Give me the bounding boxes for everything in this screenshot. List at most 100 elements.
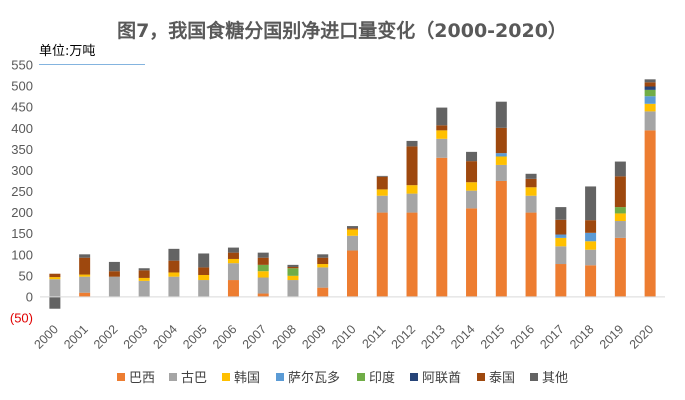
- bar-segment: [495, 153, 507, 157]
- bar-segment: [495, 156, 507, 165]
- bar-segment: [108, 261, 120, 272]
- bar-segment: [257, 277, 269, 294]
- bar-segment: [138, 268, 150, 271]
- bar-segment: [347, 235, 358, 251]
- x-tick-label: 2020: [627, 322, 657, 352]
- bar-segment: [614, 213, 626, 222]
- legend-swatch: [276, 373, 284, 381]
- legend-swatch: [357, 373, 365, 381]
- bar-segment: [436, 138, 448, 158]
- bars: [49, 79, 656, 309]
- bar-segment: [585, 241, 597, 250]
- bar-segment: [227, 252, 239, 259]
- bar-segment: [644, 96, 656, 104]
- y-tick-label: 0: [26, 289, 33, 304]
- legend-label: 其他: [542, 371, 568, 386]
- bar-segment: [257, 271, 269, 278]
- bar-segment: [287, 264, 299, 267]
- bar-segment: [436, 107, 448, 126]
- bar-segment: [347, 250, 358, 297]
- bar-segment: [585, 186, 597, 221]
- bar-segment: [406, 185, 418, 194]
- bar-segment: [495, 127, 507, 154]
- legend-swatch: [222, 373, 230, 381]
- bar-segment: [79, 257, 91, 275]
- legend-swatch: [410, 373, 418, 381]
- bar-segment: [644, 111, 656, 131]
- bar-segment: [644, 86, 656, 90]
- x-tick-label: 2002: [91, 322, 121, 352]
- x-tick-label: 2003: [121, 322, 151, 352]
- legend-label: 古巴: [181, 371, 207, 386]
- bar-segment: [466, 151, 478, 162]
- bar-segment: [555, 264, 567, 297]
- y-tick-label: 400: [11, 121, 33, 136]
- x-tick-label: 2017: [537, 322, 567, 352]
- bar-segment: [108, 276, 120, 297]
- bar-segment: [376, 176, 388, 190]
- bar-segment: [347, 226, 358, 229]
- x-tick-label: 2012: [389, 322, 419, 352]
- bar-segment: [227, 247, 239, 253]
- bar-segment: [495, 180, 507, 297]
- bar-segment: [525, 195, 537, 213]
- chart-title: 图7，我国食糖分国别净进口量变化（2000-2020）: [117, 19, 567, 42]
- bar-segment: [614, 176, 626, 208]
- y-tick-label: 50: [19, 268, 33, 283]
- bar-segment: [257, 264, 269, 272]
- bar-segment: [376, 175, 388, 177]
- bar-segment: [614, 161, 626, 177]
- bar-segment: [317, 254, 329, 258]
- bar-segment: [317, 287, 329, 297]
- legend-swatch: [530, 373, 538, 381]
- bar-segment: [555, 237, 567, 247]
- x-tick-label: 2004: [150, 322, 180, 352]
- bar-segment: [555, 246, 567, 265]
- bar-segment: [49, 279, 61, 297]
- bar-segment: [436, 157, 448, 297]
- x-tick-label: 2010: [329, 322, 359, 352]
- bar-segment: [406, 193, 418, 213]
- bar-segment: [376, 195, 388, 213]
- bar-segment: [257, 257, 269, 265]
- bar-segment: [495, 101, 507, 128]
- bar-segment: [168, 272, 180, 277]
- legend-swatch: [169, 373, 177, 381]
- legend-label: 阿联酋: [422, 370, 461, 386]
- bar-segment: [347, 228, 358, 230]
- bar-segment: [555, 234, 567, 238]
- legend-label: 印度: [369, 370, 395, 386]
- bar-segment: [138, 280, 150, 297]
- bar-segment: [436, 130, 448, 139]
- x-tick-label: 2001: [61, 322, 91, 352]
- bar-segment: [406, 140, 418, 147]
- bar-segment: [287, 280, 299, 297]
- legend-label: 泰国: [489, 371, 515, 386]
- bar-segment: [287, 268, 299, 276]
- bar-segment: [168, 248, 180, 261]
- bar-segment: [406, 212, 418, 297]
- bar-segment: [138, 277, 150, 281]
- bar-segment: [168, 276, 180, 297]
- bar-segment: [644, 89, 656, 97]
- legend: 巴西 古巴 韩国 萨尔瓦多 印度 阿联酋 泰国 其他: [117, 370, 568, 386]
- x-axis-ticks: 2000 2001 2002 2003 2004 2005 2006 2007 2008 2009…: [31, 322, 656, 352]
- x-tick-label: 2013: [418, 322, 448, 352]
- bar-segment: [376, 189, 388, 196]
- bar-segment: [227, 280, 239, 297]
- bar-segment: [257, 293, 269, 297]
- bar-segment: [79, 292, 91, 297]
- bar-segment: [525, 187, 537, 196]
- bar-segment: [525, 173, 537, 179]
- bar-segment: [436, 125, 448, 131]
- y-tick-label: 200: [11, 205, 33, 220]
- bar-segment: [614, 221, 626, 238]
- bar-segment: [168, 260, 180, 273]
- bar-segment: [585, 249, 597, 266]
- legend-label: 萨尔瓦多: [288, 370, 340, 386]
- x-tick-label: 2019: [597, 322, 627, 352]
- bar-segment: [495, 164, 507, 181]
- legend-swatch: [117, 373, 125, 381]
- bar-segment: [644, 82, 656, 87]
- bar-segment: [466, 182, 478, 191]
